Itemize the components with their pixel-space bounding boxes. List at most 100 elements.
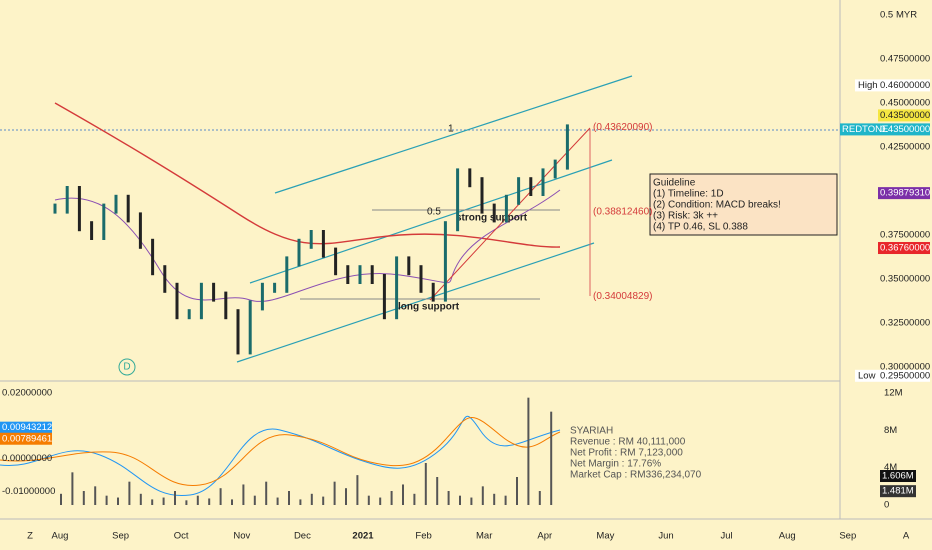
price-bar [468, 168, 472, 188]
volume-bar [105, 495, 108, 505]
guideline-line: (4) TP 0.46, SL 0.388 [653, 222, 748, 233]
price-bar [212, 282, 216, 302]
volume-bar [333, 481, 336, 505]
volume-bar [299, 499, 302, 505]
x-tick-label: May [596, 531, 614, 542]
guideline-line: (3) Risk: 3k ++ [653, 211, 718, 222]
volume-bar [504, 495, 507, 505]
tag-bg [840, 123, 878, 136]
circle-marker [118, 358, 136, 376]
fund-line: Net Profit : RM 7,123,000 [570, 448, 683, 459]
tag-label: Low [858, 370, 876, 381]
volume-bar [550, 411, 553, 505]
y-tick-label: 0.42500000 [880, 142, 930, 153]
volume-bar [139, 493, 142, 505]
price-marker [878, 123, 930, 136]
price-bar [224, 291, 228, 320]
volume-bar [322, 496, 325, 505]
price-bar [175, 282, 179, 320]
volume-bar [219, 488, 222, 505]
price-bar [541, 168, 545, 196]
x-tick-label: Sep [839, 531, 856, 542]
ma-purple [54, 189, 561, 302]
x-tick-label: Sep [112, 531, 129, 542]
price-bar [187, 309, 191, 320]
vol-marker-label: 1.481M [882, 486, 914, 497]
price-bar [395, 256, 399, 320]
price-marker [878, 369, 930, 382]
price-bar [443, 221, 447, 302]
trend-red [429, 127, 591, 301]
volume-bar [424, 463, 427, 505]
fib-label: 1 [448, 124, 454, 135]
price-bar [431, 282, 435, 302]
price-marker [878, 187, 930, 200]
price-bar [529, 177, 533, 196]
y-tick-label: 0.30000000 [880, 362, 930, 373]
y-tick-label: 0.47500000 [880, 54, 930, 65]
volume-bar [379, 497, 382, 505]
macd-marker-label: 0.00943212 [2, 422, 52, 433]
currency: MYR [896, 10, 917, 21]
price-bar [260, 282, 264, 311]
axis-button[interactable]: Z [27, 531, 33, 542]
macd-tick-label: -0.01000000 [2, 486, 55, 497]
volume-bar [481, 486, 484, 505]
x-tick-label: Mar [476, 531, 492, 542]
volume-bar [390, 491, 393, 505]
price-bar [151, 238, 155, 276]
price-bar [285, 256, 289, 293]
volume-bar [151, 499, 154, 505]
macd-tick-label: 0.02000000 [2, 387, 52, 398]
vol-marker [880, 485, 916, 498]
annotation: long support [398, 302, 460, 313]
vol-marker [880, 470, 916, 483]
volume-bar [310, 493, 313, 505]
price-bar [504, 194, 508, 223]
price-bar [65, 186, 69, 214]
price-bar [53, 203, 57, 214]
price-bar [236, 309, 240, 355]
volume-bar [402, 484, 404, 505]
channel-top [274, 75, 633, 194]
macd-line [0, 415, 561, 497]
price-marker-label: 0.46000000 [880, 80, 930, 91]
tag-label: REDTONE [842, 124, 888, 135]
price-bar [77, 186, 81, 232]
price-marker-label: 0.29500000 [880, 370, 930, 381]
price-bar [456, 168, 460, 232]
price-bar [358, 265, 362, 284]
y-tick-label: 0.37500000 [880, 230, 930, 241]
channel-mid [249, 159, 613, 284]
axis-button[interactable]: A [903, 531, 910, 542]
guideline-line: (1) Timeline: 1D [653, 189, 724, 200]
vol-tick-label: 4M [884, 462, 897, 473]
price-bar [309, 230, 313, 249]
y-tick-label: 0.32500000 [880, 318, 930, 329]
guideline-box [649, 173, 838, 236]
price-bar [321, 230, 325, 258]
axis-bg [840, 0, 932, 550]
x-tick-label: Apr [537, 531, 552, 542]
price-bar [126, 194, 130, 223]
fund-line: Market Cap : RM336,234,070 [570, 470, 702, 481]
price-bar [297, 238, 301, 267]
fib-level: (0.34004829) [593, 291, 653, 302]
price-marker-label: 0.36760000 [880, 243, 930, 254]
volume-bar [447, 491, 450, 505]
volume-bar [527, 397, 530, 505]
price-bar [248, 300, 252, 355]
macd-marker [0, 432, 52, 445]
volume-bar [493, 493, 496, 505]
volume-bar [174, 491, 176, 505]
price-bar [492, 203, 496, 223]
vol-tick-label: 8M [884, 425, 897, 436]
signal-line [0, 417, 561, 486]
price-bar [102, 203, 106, 240]
x-tick-label: Jun [658, 531, 673, 542]
price-bar [199, 282, 203, 320]
price-bar [163, 265, 167, 293]
x-tick-label: Oct [174, 531, 189, 542]
